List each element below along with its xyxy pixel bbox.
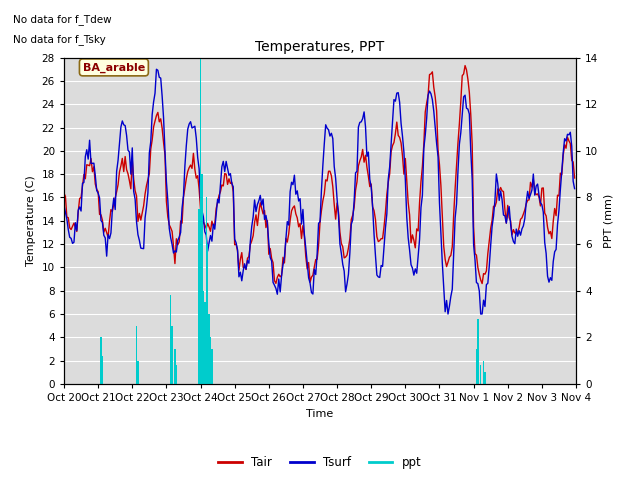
Bar (100, 337, 102, 384)
Text: BA_arable: BA_arable (83, 62, 145, 72)
Bar (476, 349, 477, 384)
Bar (204, 302, 205, 384)
Bar (198, 209, 200, 384)
Bar (102, 356, 103, 384)
Text: No data for f_Tsky: No data for f_Tsky (13, 34, 106, 45)
Text: No data for f_Tdew: No data for f_Tdew (13, 14, 111, 25)
Bar (203, 291, 204, 384)
Bar (172, 326, 173, 384)
Bar (175, 365, 177, 384)
Bar (209, 314, 210, 384)
Bar (210, 337, 211, 384)
Title: Temperatures, PPT: Temperatures, PPT (255, 40, 385, 54)
Bar (207, 244, 209, 384)
X-axis label: Time: Time (307, 408, 333, 419)
Bar (211, 349, 212, 384)
Bar (477, 319, 479, 384)
Bar (200, 58, 201, 384)
Bar (483, 360, 484, 384)
Y-axis label: Temperature (C): Temperature (C) (26, 175, 36, 266)
Y-axis label: PPT (mm): PPT (mm) (604, 193, 614, 248)
Bar (137, 360, 139, 384)
Legend: Tair, Tsurf, ppt: Tair, Tsurf, ppt (214, 452, 426, 474)
Bar (174, 349, 175, 384)
Bar (136, 326, 137, 384)
Bar (201, 174, 203, 384)
Bar (484, 372, 486, 384)
Bar (480, 365, 481, 384)
Bar (205, 197, 207, 384)
Bar (170, 295, 172, 384)
